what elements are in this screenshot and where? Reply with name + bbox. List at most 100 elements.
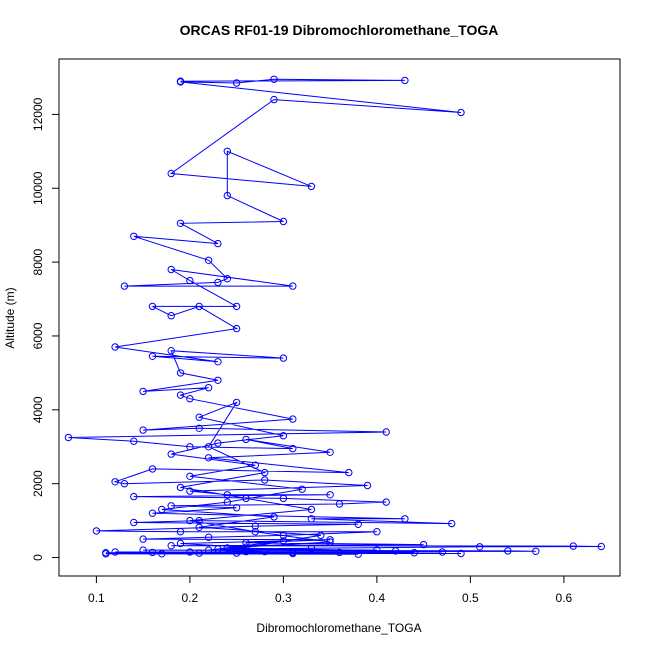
data-point [139, 546, 147, 554]
data-point [438, 548, 446, 556]
data-point [223, 491, 232, 499]
data-point [401, 515, 409, 523]
data-point [261, 468, 269, 477]
x-tick-label: 0.6 [556, 591, 573, 605]
x-tick-label: 0.2 [182, 591, 199, 605]
data-point [223, 147, 232, 156]
y-axis-label: Altitude (m) [3, 287, 17, 348]
data-point [204, 256, 213, 264]
data-point [223, 498, 232, 506]
data-point [130, 518, 138, 527]
data-point [148, 548, 157, 557]
series-line [68, 78, 602, 555]
data-point [186, 516, 194, 525]
data-point [279, 432, 288, 440]
data-point [232, 324, 241, 333]
data-point [279, 217, 288, 226]
y-axis: 0 2000 4000 6000 8000 10000 12000 [31, 97, 60, 561]
data-point [307, 544, 316, 552]
data-point [130, 492, 138, 501]
data-point [270, 75, 278, 84]
data-point [354, 520, 362, 528]
data-point [232, 504, 241, 512]
data-point [569, 542, 577, 550]
data-point [167, 312, 175, 320]
data-point [176, 483, 185, 492]
data-point [102, 550, 110, 558]
data-point [139, 426, 147, 434]
data-point [307, 505, 316, 514]
data-point [214, 545, 222, 553]
data-point [111, 478, 119, 486]
plot-area-frame [58, 58, 621, 577]
data-point [391, 547, 400, 555]
data-point [232, 398, 241, 407]
data-point [139, 387, 147, 396]
data-point [532, 547, 540, 555]
data-point [167, 169, 175, 178]
x-axis-label: Dibromochloromethane_TOGA [256, 621, 421, 635]
data-point [195, 523, 203, 531]
data-point [261, 547, 269, 556]
data-point [139, 535, 147, 543]
x-tick-label: 0.4 [369, 591, 386, 605]
data-point [242, 494, 250, 503]
data-point [167, 265, 175, 274]
chart-title: ORCAS RF01-19 Dibromochloromethane_TOGA [180, 22, 499, 38]
data-point [363, 481, 372, 490]
data-point [148, 465, 157, 473]
data-point [382, 498, 390, 506]
data-point [214, 376, 222, 384]
series-points [64, 75, 605, 558]
data-point [214, 278, 222, 287]
data-point [251, 522, 260, 530]
y-tick-label: 12000 [31, 97, 45, 131]
data-point [382, 428, 390, 436]
data-point [261, 476, 269, 484]
data-point [335, 500, 344, 508]
y-tick-label: 10000 [31, 171, 45, 205]
data-point [158, 505, 166, 514]
data-point [92, 527, 101, 535]
data-point [186, 548, 194, 556]
data-point [373, 546, 381, 554]
data-point [251, 528, 260, 536]
data-point [204, 533, 213, 541]
data-point [186, 487, 194, 495]
data-point [307, 182, 316, 191]
data-point [289, 444, 297, 453]
data-point [158, 550, 166, 558]
data-point [457, 549, 465, 558]
data-point [195, 302, 203, 311]
data-point [504, 547, 512, 555]
data-point [176, 78, 185, 86]
data-point [232, 302, 241, 311]
data-point [130, 232, 138, 241]
data-point [410, 549, 418, 557]
data-point [242, 547, 250, 556]
data-point [195, 549, 203, 557]
data-point [176, 219, 185, 228]
data-point [279, 354, 288, 362]
data-point [419, 540, 428, 549]
data-point [204, 443, 213, 451]
data-point [289, 282, 297, 290]
data-point [326, 448, 334, 456]
data-point [148, 302, 157, 311]
data-point [242, 543, 250, 551]
data-point [242, 435, 250, 444]
data-point [167, 450, 175, 458]
data-point [167, 502, 175, 510]
data-point [176, 391, 185, 399]
data-point [279, 531, 288, 540]
data-point [317, 531, 325, 540]
data-point [186, 472, 194, 480]
data-point [167, 347, 175, 355]
data-point [223, 275, 232, 283]
data-point [204, 454, 213, 462]
series-lines [68, 78, 602, 555]
data-point [176, 369, 185, 377]
data-point [326, 536, 334, 544]
data-point [195, 424, 203, 432]
